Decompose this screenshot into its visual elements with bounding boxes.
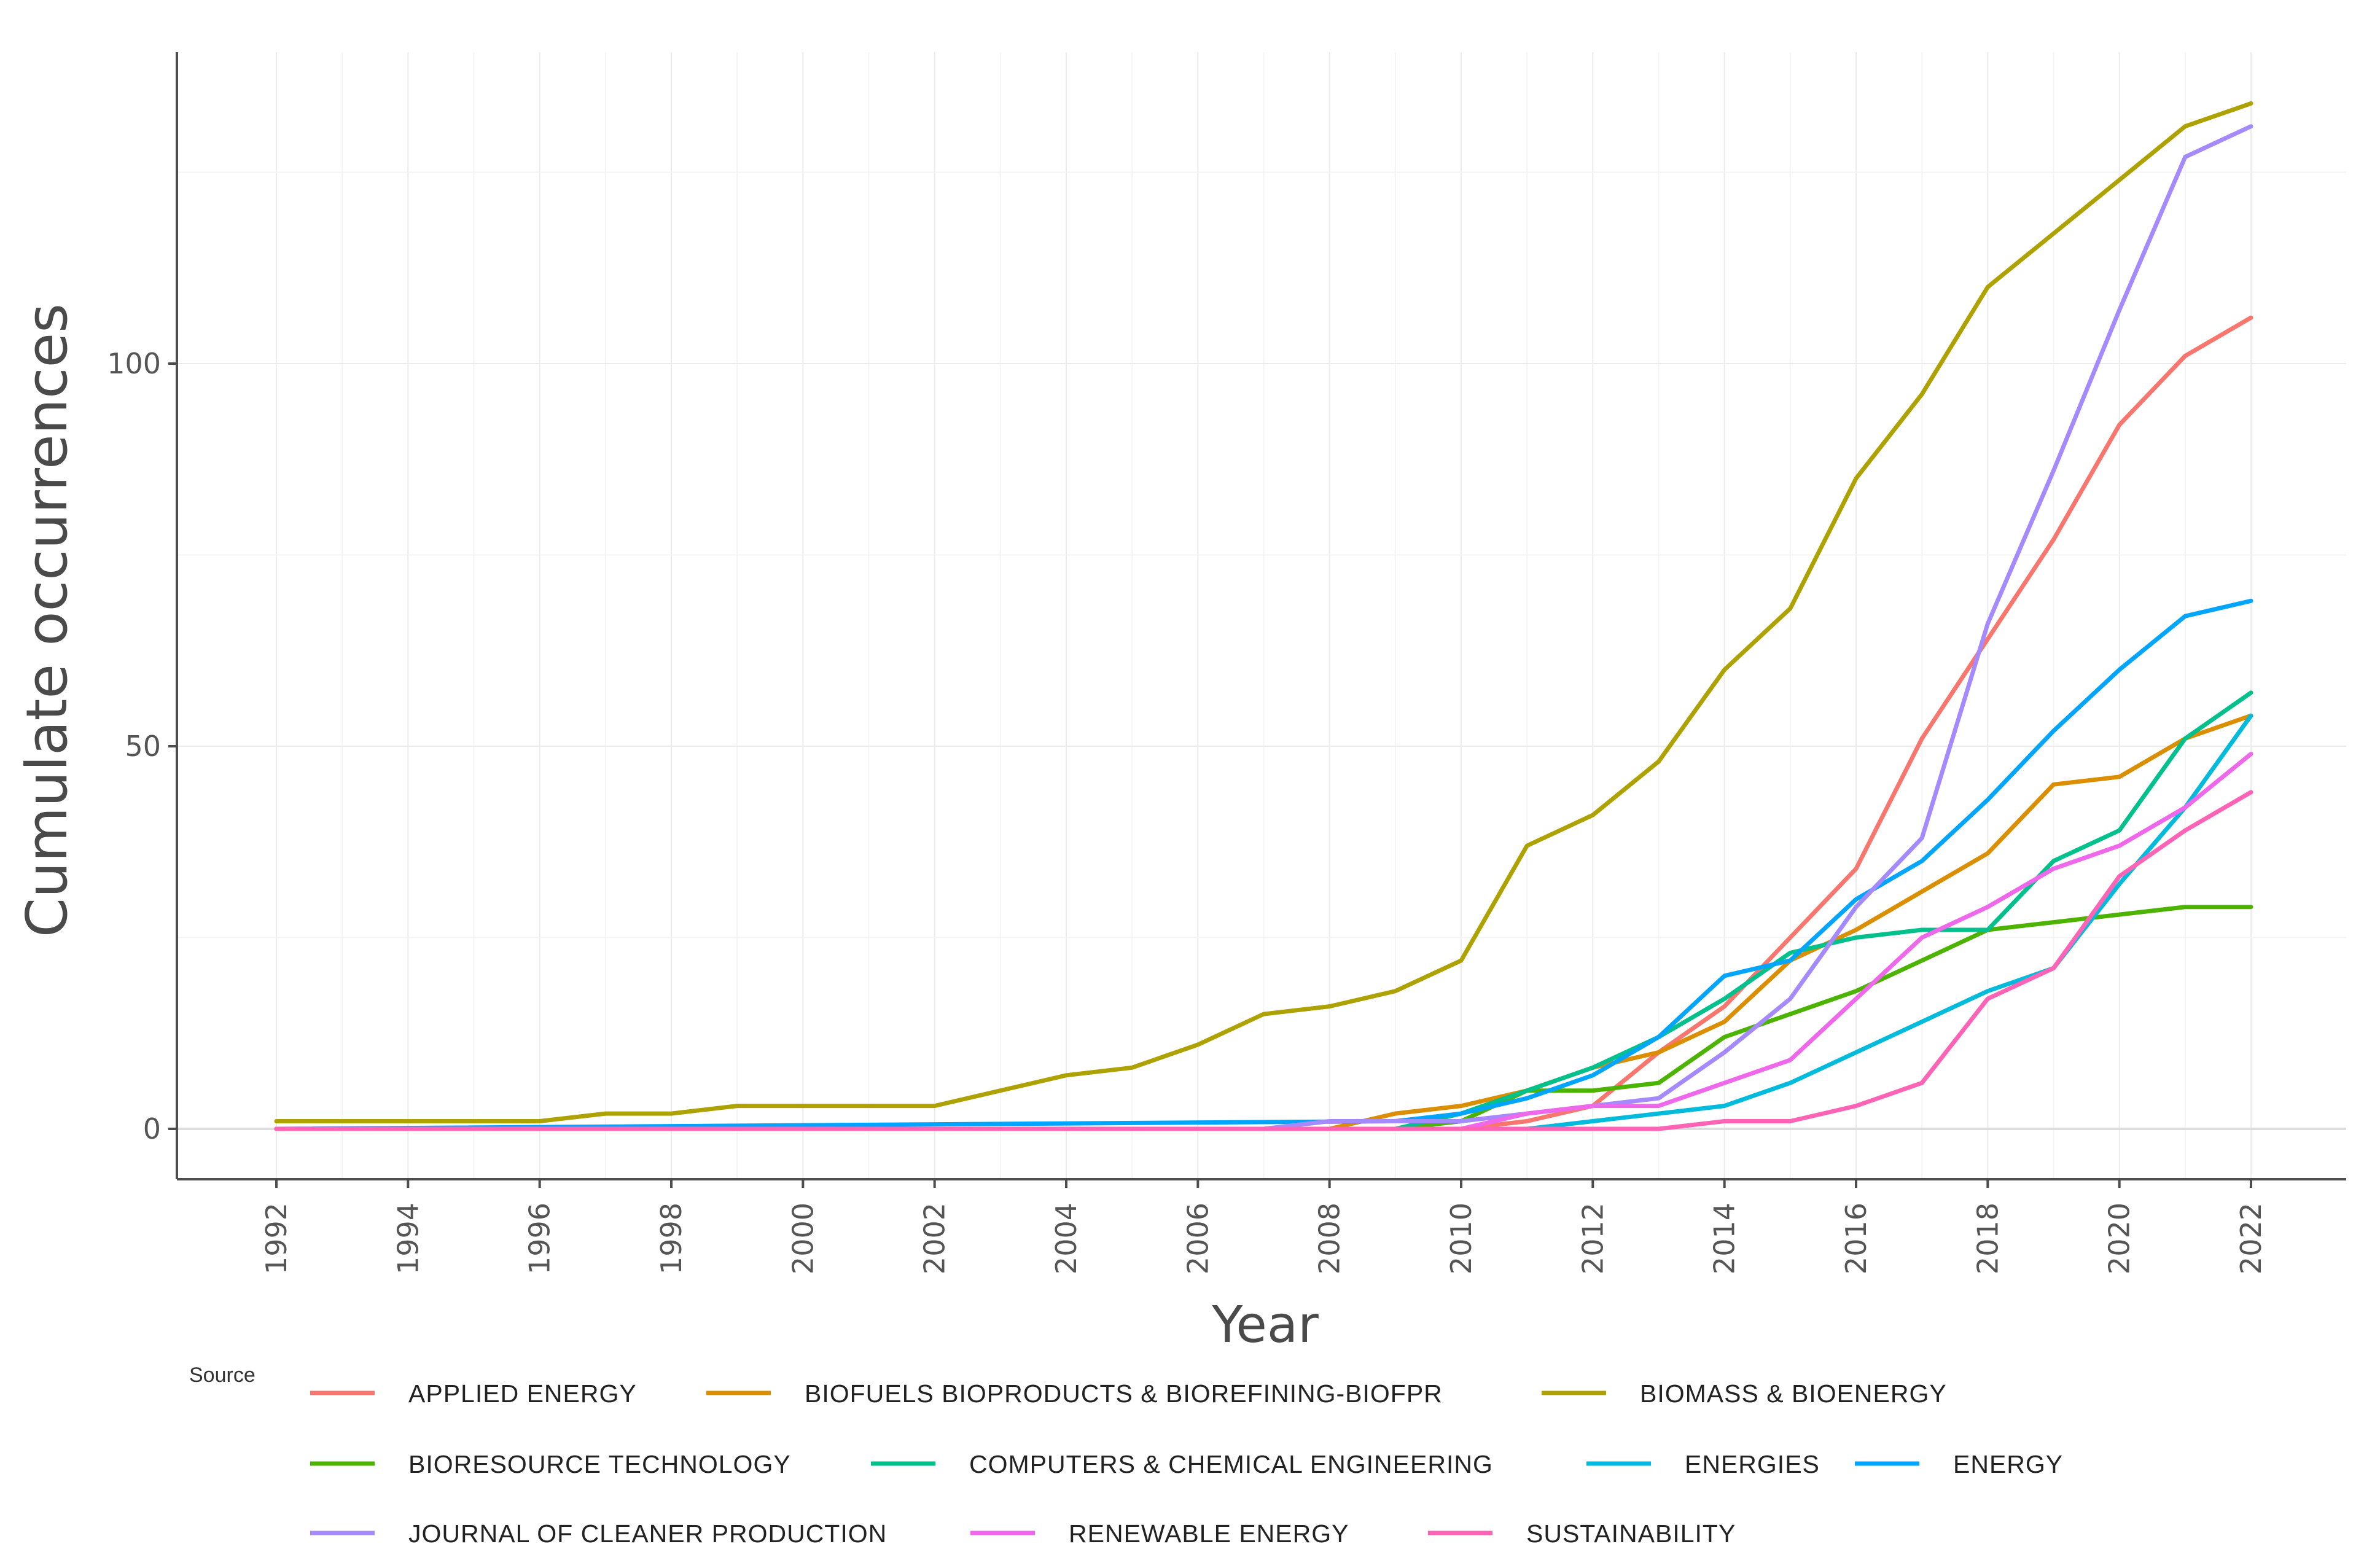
x-tick-label: 1994: [391, 1203, 424, 1274]
legend-item-energy: ENERGY: [1855, 1450, 2063, 1478]
y-tick-label: 0: [143, 1112, 161, 1145]
legend-label: COMPUTERS & CHEMICAL ENGINEERING: [969, 1450, 1493, 1478]
x-tick-label: 1996: [523, 1203, 556, 1274]
series-line-journal-of-cleaner-production: [274, 124, 2253, 1131]
legend-title: Source: [189, 1363, 256, 1387]
series-line-biofuels-bioproducts-biorefining-biofpr: [274, 713, 2253, 1131]
legend: Source APPLIED ENERGY BIOFUELS BIOPRODUCT…: [189, 1363, 2063, 1548]
series-line-sustainability: [274, 790, 2253, 1131]
x-tick-label: 1992: [260, 1203, 293, 1274]
x-tick-label: 2000: [786, 1203, 819, 1274]
legend-label: BIORESOURCE TECHNOLOGY: [408, 1450, 791, 1478]
legend-item-energies: ENERGIES: [1586, 1450, 1820, 1478]
series-lines: [274, 101, 2253, 1131]
y-tick-label: 100: [107, 347, 161, 380]
series-line-computers-chemical-engineering: [274, 690, 2253, 1131]
y-axis-title: Cumulate occurrences: [14, 303, 80, 937]
x-tick-label: 2016: [1839, 1203, 1873, 1274]
legend-label: JOURNAL OF CLEANER PRODUCTION: [408, 1519, 887, 1548]
legend-label: RENEWABLE ENERGY: [1069, 1519, 1349, 1548]
x-axis-title: Year: [1211, 1296, 1319, 1354]
x-tick-label: 2014: [1708, 1203, 1741, 1274]
x-tick-label: 2004: [1050, 1203, 1083, 1274]
legend-item-computers-chemical-engineering: COMPUTERS & CHEMICAL ENGINEERING: [871, 1450, 1493, 1478]
x-tick-label: 2008: [1313, 1203, 1346, 1274]
series-line-bioresource-technology: [274, 905, 2253, 1131]
legend-label: BIOFUELS BIOPRODUCTS & BIOREFINING-BIOFP…: [805, 1379, 1443, 1408]
legend-label: ENERGIES: [1685, 1450, 1820, 1478]
legend-label: SUSTAINABILITY: [1526, 1519, 1736, 1548]
legend-label: APPLIED ENERGY: [408, 1379, 637, 1408]
legend-item-biofuels-bioproducts-biorefining-biofpr: BIOFUELS BIOPRODUCTS & BIOREFINING-BIOFP…: [706, 1379, 1443, 1408]
x-tick-label: 1998: [655, 1203, 688, 1274]
series-line-biomass-bioenergy: [274, 101, 2253, 1123]
legend-label: BIOMASS & BIOENERGY: [1640, 1379, 1947, 1408]
legend-label: ENERGY: [1953, 1450, 2063, 1478]
legend-item-biomass-bioenergy: BIOMASS & BIOENERGY: [1542, 1379, 1947, 1408]
legend-item-applied-energy: APPLIED ENERGY: [310, 1379, 637, 1408]
series-line-renewable-energy: [274, 752, 2253, 1131]
legend-item-renewable-energy: RENEWABLE ENERGY: [970, 1519, 1349, 1548]
x-tick-label: 2018: [1971, 1203, 2004, 1274]
grid-lines: [177, 52, 2346, 1179]
x-tick-label: 2012: [1576, 1203, 1609, 1274]
series-line-energy: [274, 598, 2253, 1131]
tick-labels: 0 50 100 1992 1994 1996 1998 2000 2002 2004 2006 20…: [107, 347, 2268, 1274]
x-tick-label: 2022: [2234, 1203, 2268, 1274]
legend-item-journal-of-cleaner-production: JOURNAL OF CLEANER PRODUCTION: [310, 1519, 887, 1548]
legend-item-sustainability: SUSTAINABILITY: [1428, 1519, 1736, 1548]
legend-item-bioresource-technology: BIORESOURCE TECHNOLOGY: [310, 1450, 791, 1478]
x-tick-label: 2010: [1445, 1203, 1478, 1274]
axes: [168, 52, 2346, 1188]
y-tick-label: 50: [125, 730, 161, 763]
x-tick-label: 2006: [1181, 1203, 1214, 1274]
x-tick-label: 2002: [918, 1203, 951, 1274]
series-line-energies: [274, 713, 2253, 1131]
x-tick-label: 2020: [2103, 1203, 2136, 1274]
